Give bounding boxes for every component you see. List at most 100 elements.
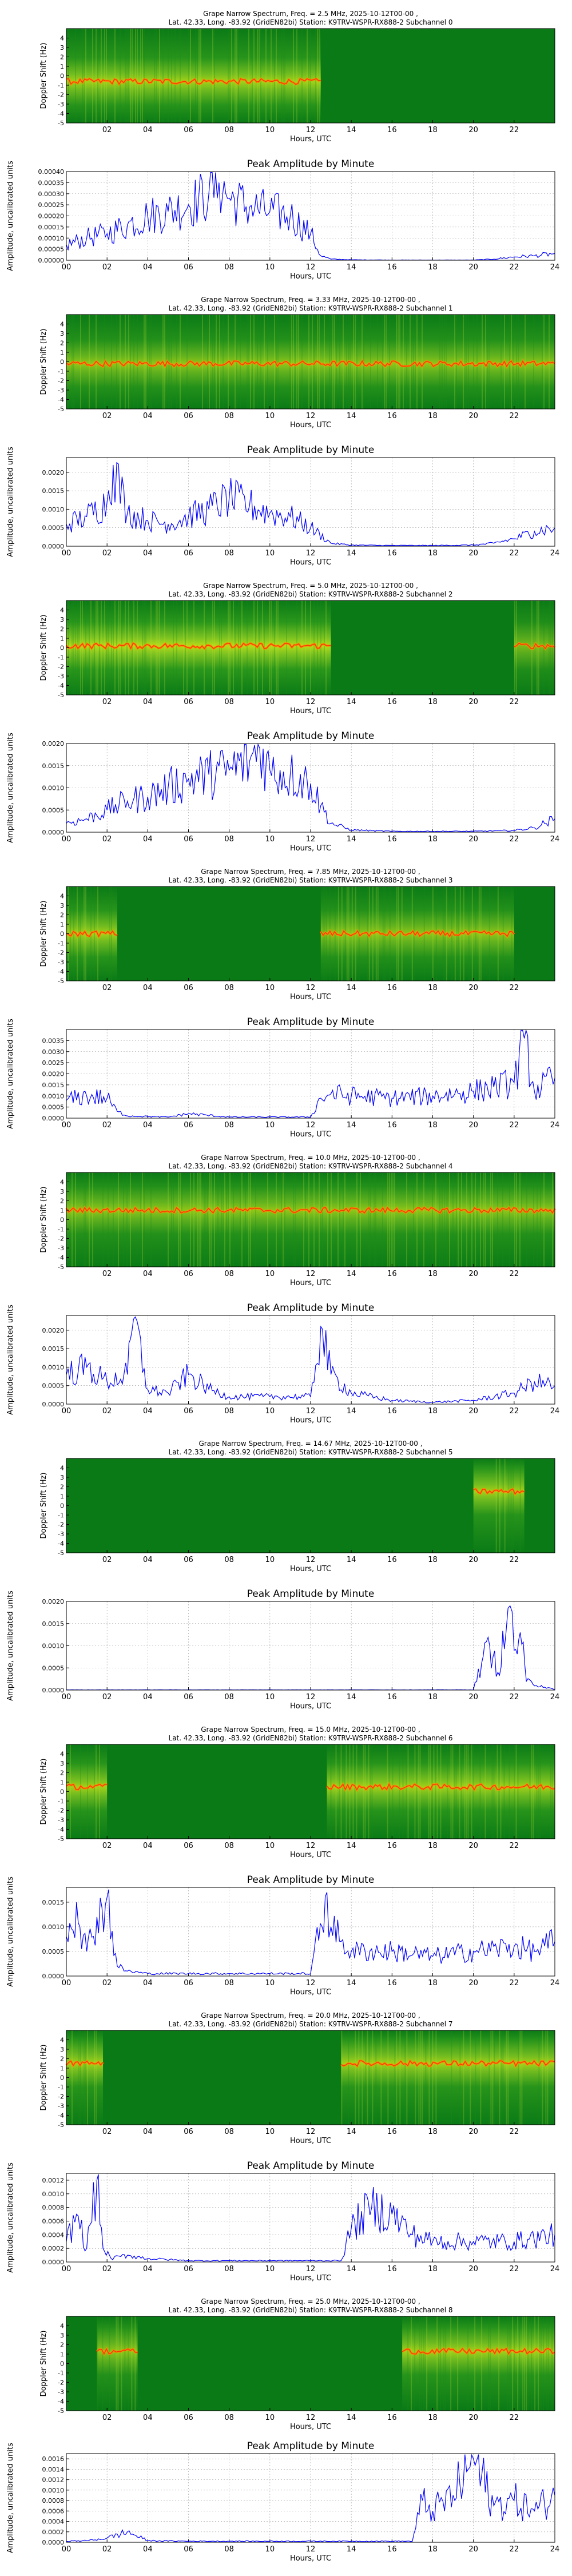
spectrogram-stripe	[109, 2316, 110, 2411]
spectrogram-title: Grape Narrow Spectrum, Freq. = 15.0 MHz,…	[201, 1726, 420, 1734]
spectrogram-stripe	[415, 2030, 416, 2125]
spectrogram-stripe	[228, 29, 229, 123]
spectrogram-stripe	[439, 1172, 440, 1267]
spectrogram-stripe	[445, 2316, 447, 2411]
spectrogram-stripe	[78, 2030, 80, 2125]
spectrogram-stripe	[96, 29, 97, 123]
spectrogram-stripe	[389, 1172, 390, 1267]
spectrogram-stripe	[214, 1172, 215, 1267]
spectrogram-stripe	[456, 887, 458, 981]
spectrogram-stripe	[135, 29, 136, 123]
x-tick-label: 20	[468, 1979, 478, 1987]
spectrogram-stripe	[432, 887, 434, 981]
spectrogram-stripe	[173, 1172, 174, 1267]
spectrogram-stripe	[214, 29, 215, 123]
spectrogram-stripe	[324, 601, 325, 695]
spectrogram-stripe	[436, 2316, 438, 2411]
x-tick-label: 04	[143, 1979, 153, 1987]
spectrogram-stripe	[310, 29, 311, 123]
spectrogram-stripe	[509, 2316, 510, 2411]
y-tick-label: 0.0004	[42, 2231, 65, 2239]
spectrogram-stripe	[463, 2030, 464, 2125]
y-tick-label: 1	[60, 2065, 64, 2072]
spectrogram-stripe	[449, 1172, 450, 1267]
spectrogram-stripe	[72, 1172, 73, 1267]
doppler-trace-peak	[320, 930, 515, 937]
x-tick-label: 12	[306, 1556, 316, 1564]
x-axis-label: Hours, UTC	[290, 1702, 331, 1711]
spectrogram-stripe	[126, 29, 128, 123]
spectrogram-stripe	[87, 1744, 88, 1839]
y-tick-label: 0.0000	[42, 1973, 65, 1980]
spectrogram-stripe	[174, 29, 176, 123]
spectrogram-stripe	[484, 1744, 486, 1839]
y-tick-label: 0	[60, 359, 64, 366]
spectrogram-stripe	[73, 887, 74, 981]
spectrogram-stripe	[399, 2030, 401, 2125]
spectrogram-stripe	[454, 315, 455, 409]
doppler-trace-peak	[66, 360, 555, 368]
spectrogram-stripe	[443, 2316, 445, 2411]
amplitude-chart-title: Peak Amplitude by Minute	[247, 1016, 375, 1028]
spectrogram-stripe	[356, 1172, 357, 1267]
x-tick-label: 18	[428, 698, 438, 706]
spectrogram-stripe	[402, 1744, 404, 1839]
y-axis-label: Doppler Shift (Hz)	[39, 901, 48, 967]
spectrogram-stripe	[223, 1172, 224, 1267]
x-tick-label: 14	[347, 126, 356, 134]
spectrogram-stripe	[493, 1744, 495, 1839]
x-tick-label: 14	[347, 412, 356, 420]
spectrogram-stripe	[399, 887, 401, 981]
y-tick-label: -5	[58, 691, 64, 699]
spectrogram-stripe	[264, 315, 265, 409]
x-tick-label: 22	[510, 835, 519, 844]
y-tick-label: 0.0010	[42, 1092, 65, 1100]
y-tick-label: 0.00040	[38, 168, 65, 176]
spectrogram-stripe	[221, 1172, 222, 1267]
spectrogram-stripe	[550, 1744, 551, 1839]
x-tick-label: 04	[143, 412, 153, 420]
spectrogram-stripe	[329, 1172, 330, 1267]
spectrogram-stripe	[435, 1744, 436, 1839]
spectrogram-stripe	[339, 1744, 340, 1839]
spectrogram-stripe	[80, 2030, 81, 2125]
spectrogram-stripe	[315, 29, 316, 123]
spectrogram-stripe	[467, 2316, 469, 2411]
spectrogram-stripe	[149, 315, 150, 409]
spectrogram-stripe	[498, 1744, 500, 1839]
x-tick-label: 20	[468, 2128, 478, 2136]
spectrogram-stripe	[344, 1744, 345, 1839]
x-axis-label: Hours, UTC	[290, 1130, 331, 1139]
spectrogram-stripe	[94, 887, 95, 981]
x-tick-label: 10	[265, 1270, 275, 1278]
spectrogram-active-region	[66, 2030, 104, 2125]
amplitude-chart-3: Peak Amplitude by Minute 0.0000 0.0005 0.00…	[6, 1016, 559, 1139]
spectrogram-stripe	[423, 1172, 424, 1267]
spectrogram-6: Grape Narrow Spectrum, Freq. = 15.0 MHz,…	[39, 1726, 555, 1859]
spectrogram-stripe	[406, 1744, 407, 1839]
x-tick-label: 16	[387, 1121, 397, 1130]
amplitude-chart-title: Peak Amplitude by Minute	[247, 158, 375, 170]
y-axis-label: Doppler Shift (Hz)	[39, 615, 48, 681]
spectrogram-stripe	[144, 29, 145, 123]
spectrogram-stripe	[216, 315, 217, 409]
doppler-trace-peak	[341, 2060, 555, 2068]
spectrogram-stripe	[538, 1744, 539, 1839]
x-tick-label: 12	[306, 2414, 316, 2422]
x-tick-label: 06	[184, 2265, 193, 2273]
spectrogram-stripe	[375, 1172, 376, 1267]
spectrogram-stripe	[410, 315, 411, 409]
spectrogram-stripe	[525, 315, 526, 409]
amplitude-chart-title: Peak Amplitude by Minute	[247, 444, 375, 456]
y-tick-label: -2	[58, 949, 64, 957]
spectrogram-stripe	[349, 1744, 351, 1839]
spectrogram-stripe	[507, 2030, 509, 2125]
spectrogram-stripe	[80, 1744, 81, 1839]
spectrogram-stripe	[416, 1744, 418, 1839]
x-tick-label: 24	[550, 1407, 560, 1416]
x-tick-label: 14	[347, 2265, 356, 2273]
x-tick-label: 08	[224, 835, 234, 844]
x-tick-label: 22	[510, 1270, 519, 1278]
spectrogram-stripe	[411, 887, 413, 981]
x-axis-label: Hours, UTC	[290, 1851, 331, 1859]
